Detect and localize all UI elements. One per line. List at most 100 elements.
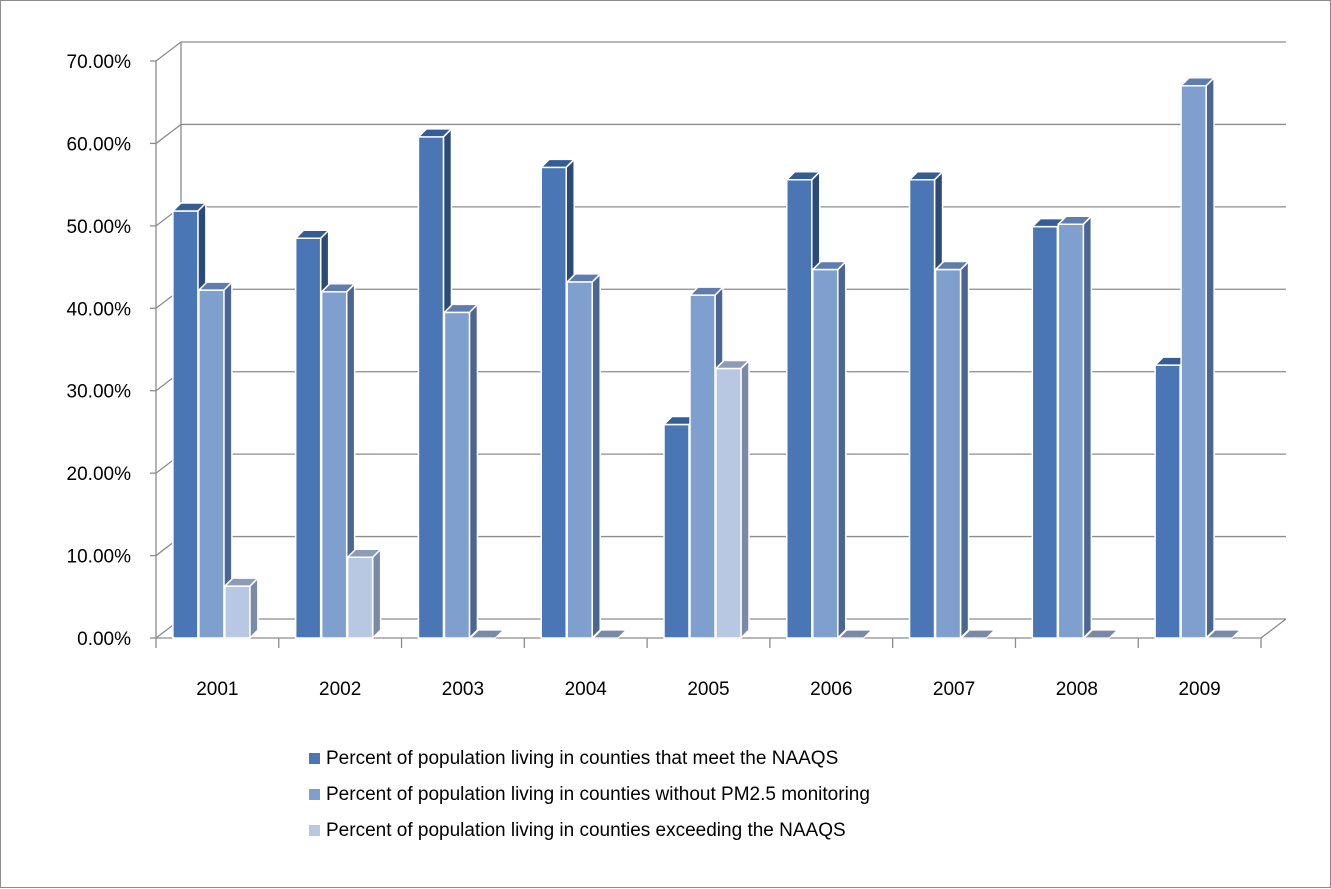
y-tick-label: 20.00% <box>67 464 132 485</box>
y-tick-label: 50.00% <box>67 217 132 238</box>
legend-swatch <box>309 789 320 800</box>
bar-layer <box>172 76 1241 639</box>
bar-top <box>346 548 382 558</box>
bar-front <box>663 423 690 639</box>
bar-front <box>689 294 716 639</box>
bar-front <box>294 237 322 639</box>
bar-top <box>198 281 233 291</box>
bar-side <box>837 260 847 639</box>
legend-label: Percent of population living in counties… <box>326 748 838 769</box>
bar-top <box>715 359 750 370</box>
bar <box>346 548 382 639</box>
gridline-depth <box>155 123 182 144</box>
legend-swatch <box>309 825 320 836</box>
bar <box>838 629 873 639</box>
legend-layer: Percent of population living in counties… <box>309 748 870 841</box>
bar-top <box>1057 215 1093 225</box>
x-tick-label: 2002 <box>319 679 361 700</box>
bar-top <box>566 273 601 283</box>
bar-side <box>468 303 479 639</box>
axis-layer: 0.00% 10.00% 20.00% 30.00% 40.00% 50.00% 60.00… <box>67 42 1287 700</box>
bar-front <box>786 178 813 639</box>
legend-label: Percent of population living in counties… <box>326 784 870 805</box>
bar-top <box>934 260 970 271</box>
x-tick-label: 2008 <box>1056 679 1098 700</box>
bar-front <box>320 291 348 639</box>
bar-top <box>443 303 479 314</box>
bar-front <box>908 178 936 639</box>
bar <box>443 303 479 639</box>
bar <box>1083 629 1118 639</box>
bar-side <box>740 359 750 639</box>
bar-zero <box>838 629 873 639</box>
y-tick-label: 40.00% <box>67 299 132 320</box>
bar-side <box>591 273 601 639</box>
bar-top <box>320 283 356 293</box>
bar-side <box>1205 76 1215 639</box>
gridline-depth <box>155 41 182 62</box>
bar-front <box>172 210 199 639</box>
bar-top <box>540 158 575 169</box>
bar-side <box>371 548 382 639</box>
bar-front <box>715 367 742 639</box>
bar-front <box>540 166 567 639</box>
bar <box>1180 76 1215 639</box>
bar <box>934 260 970 639</box>
x-tick-label: 2006 <box>810 679 852 700</box>
bar-zero <box>469 629 505 639</box>
x-tick-label: 2003 <box>442 679 484 700</box>
bar-front <box>417 136 445 639</box>
bar-top <box>689 286 724 296</box>
bar-front <box>566 281 593 639</box>
bar-top <box>1180 76 1215 87</box>
bar <box>1206 629 1241 639</box>
bar-front <box>1180 84 1207 639</box>
bar <box>592 629 627 639</box>
bar-zero <box>960 629 996 639</box>
x-tick-label: 2009 <box>1178 679 1220 700</box>
legend-label: Percent of population living in counties… <box>326 820 846 841</box>
y-tick-label: 10.00% <box>67 547 132 568</box>
bar <box>320 283 356 639</box>
bar <box>566 273 601 639</box>
bar <box>812 260 847 639</box>
bar-top <box>417 128 453 138</box>
bar <box>715 359 750 639</box>
y-tick-label: 60.00% <box>67 134 132 155</box>
y-tick-label: 70.00% <box>67 52 132 73</box>
bar <box>224 577 259 639</box>
bar <box>198 281 233 639</box>
bar-front <box>1154 364 1181 639</box>
bar-top <box>294 229 330 239</box>
y-tick-label: 0.00% <box>77 629 131 650</box>
bar-front <box>224 585 251 639</box>
bar-top <box>172 202 207 212</box>
bar <box>1057 215 1093 639</box>
bar-top <box>786 170 821 181</box>
bar <box>960 629 996 639</box>
bar-front <box>1031 225 1059 639</box>
bar-top <box>812 260 847 271</box>
bar-side <box>959 260 970 639</box>
y-tick-label: 30.00% <box>67 382 132 403</box>
legend-swatch <box>309 753 320 764</box>
x-tick-label: 2004 <box>565 679 608 700</box>
bar-front <box>1057 223 1085 639</box>
bar-front <box>346 556 374 639</box>
bar-front <box>812 268 839 639</box>
bar <box>469 629 505 639</box>
x-tick-label: 2001 <box>196 679 238 700</box>
x-tick-label: 2005 <box>687 679 729 700</box>
bar <box>172 202 207 639</box>
bar-front <box>934 268 962 639</box>
bar-front <box>443 311 471 639</box>
floor-right-edge <box>1260 618 1287 639</box>
bar-zero <box>1206 629 1241 639</box>
bar-zero <box>592 629 627 639</box>
bar-top <box>908 170 944 181</box>
bar-zero <box>1083 629 1118 639</box>
x-tick-label: 2007 <box>933 679 975 700</box>
bar-top <box>224 577 259 587</box>
